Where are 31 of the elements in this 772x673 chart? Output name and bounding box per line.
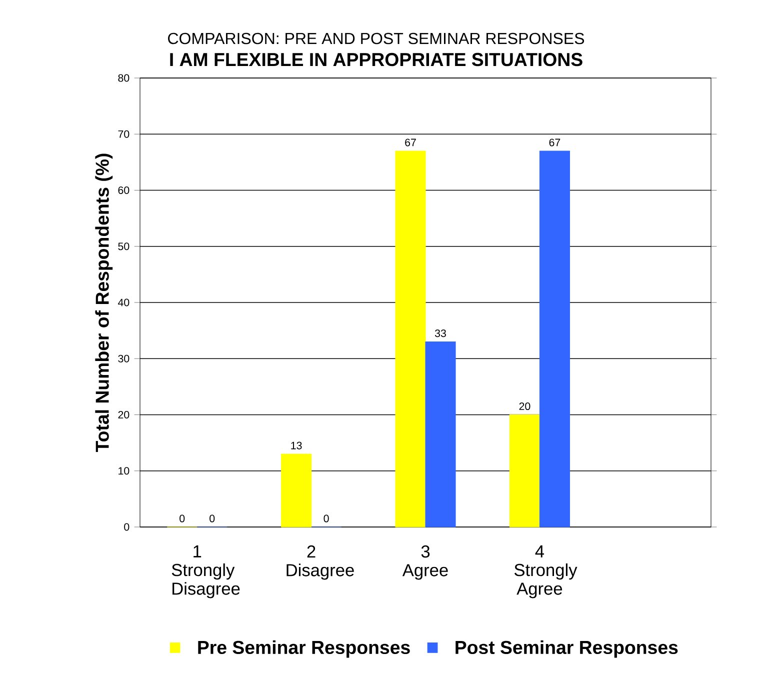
data-label: 0 — [210, 514, 215, 522]
bar — [509, 414, 540, 528]
y-tick-label: 70 — [118, 130, 130, 138]
y-tick-label: 10 — [118, 467, 130, 475]
x-tick-label: 4 Strongly Agree — [514, 545, 578, 598]
bar — [425, 342, 456, 528]
data-label: 0 — [324, 514, 329, 522]
bar — [281, 454, 312, 528]
x-tick-label: 3 Agree — [402, 545, 448, 580]
data-label: 67 — [405, 138, 416, 146]
x-tick-label: 1 Strongly Disagree — [172, 545, 240, 598]
data-label: 13 — [291, 442, 302, 450]
y-tick-label: 30 — [118, 354, 130, 362]
data-label: 0 — [180, 514, 185, 522]
data-label: 20 — [519, 402, 530, 410]
y-tick-label: 0 — [124, 523, 130, 531]
chart-title: COMPARISON: PRE AND POST SEMINAR RESPONSES — [168, 32, 584, 44]
y-tick-label: 50 — [118, 242, 130, 250]
y-tick-label: 40 — [118, 298, 130, 306]
bar — [539, 150, 570, 528]
x-tick-label: 2 Disagree — [286, 545, 354, 580]
bar — [395, 150, 426, 528]
legend-label: Pre Seminar Responses — [198, 640, 410, 658]
y-tick-label: 20 — [118, 410, 130, 419]
data-label: 67 — [549, 138, 560, 146]
y-tick-label: 60 — [118, 186, 130, 194]
legend-label: Post Seminar Responses — [456, 640, 678, 658]
y-tick-label: 80 — [118, 74, 130, 82]
data-label: 33 — [434, 330, 446, 338]
y-axis-title: Total Number of Respondents (%) — [95, 154, 113, 452]
chart-subtitle: I AM FLEXIBLE IN APPROPRIATE SITUATIONS — [170, 52, 582, 66]
